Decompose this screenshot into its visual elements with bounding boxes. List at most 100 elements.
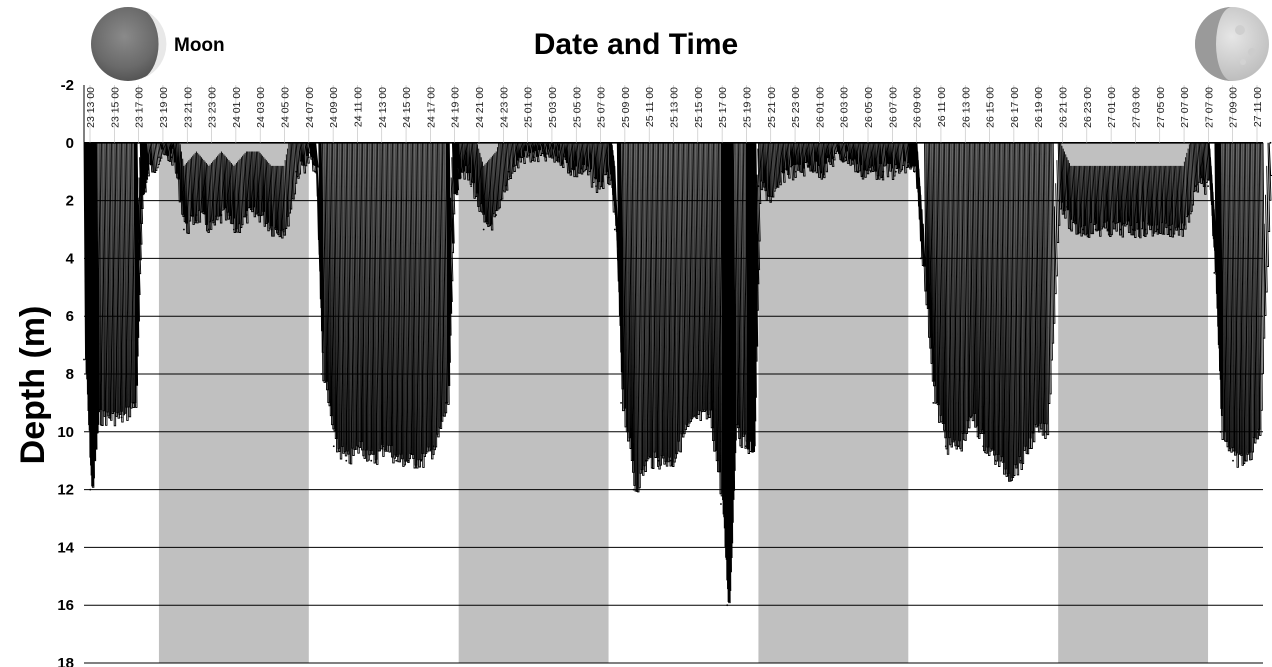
depth-point — [819, 170, 822, 173]
x-tick-label: 27 03 00 — [1130, 87, 1142, 128]
x-tick-label: 26 15 00 — [985, 87, 997, 128]
depth-point — [532, 156, 535, 159]
depth-point — [83, 358, 85, 361]
depth-point — [720, 503, 722, 505]
y-axis-label: Depth (m) — [14, 306, 52, 465]
depth-point — [1269, 141, 1272, 144]
y-tick-label: 12 — [57, 482, 74, 499]
depth-point — [195, 214, 198, 216]
x-tick-label: 25 01 00 — [523, 87, 535, 128]
waxing-crescent-moon-icon — [91, 7, 167, 81]
depth-point — [232, 228, 235, 231]
x-tick-label: 25 15 00 — [693, 87, 705, 128]
depth-point — [1232, 459, 1234, 462]
depth-point — [794, 170, 797, 173]
x-tick-label: 26 05 00 — [863, 87, 875, 128]
x-tick-label: 26 17 00 — [1009, 87, 1021, 128]
x-tick-label: 26 13 00 — [960, 87, 972, 128]
depth-point — [807, 165, 810, 167]
depth-point — [120, 416, 123, 419]
y-axis-tick-labels: -2 0 2 4 6 8 10 12 14 16 18 — [57, 77, 74, 667]
x-tick-label: 23 21 00 — [182, 87, 194, 128]
x-tick-label: 23 13 00 — [85, 87, 97, 128]
x-tick-label: 27 09 00 — [1228, 87, 1240, 128]
depth-point — [1069, 228, 1072, 231]
depth-point — [944, 445, 947, 448]
depth-point — [89, 488, 92, 491]
x-tick-label: 25 13 00 — [669, 87, 681, 128]
x-tick-label: 25 11 00 — [644, 87, 656, 127]
x-tick-label: 25 21 00 — [766, 87, 778, 128]
depth-point — [1207, 185, 1209, 188]
depth-point — [932, 402, 935, 404]
depth-point — [370, 459, 373, 462]
x-tick-label: 25 17 00 — [717, 87, 729, 128]
x-tick-label: 26 21 00 — [1058, 87, 1070, 128]
depth-point — [1257, 430, 1259, 433]
y-tick-label: 14 — [57, 539, 74, 556]
depth-point — [707, 416, 710, 419]
depth-point — [607, 176, 610, 179]
x-tick-label: 24 03 00 — [255, 87, 267, 128]
night-band-2 — [458, 142, 609, 664]
depth-point — [507, 170, 510, 173]
depth-point — [919, 257, 922, 260]
x-tick-label: 26 03 00 — [839, 87, 851, 128]
depth-point — [108, 416, 110, 419]
depth-point — [557, 156, 560, 159]
y-tick-label: 0 — [66, 135, 74, 152]
x-tick-label: 25 23 00 — [790, 87, 802, 128]
depth-point — [170, 156, 173, 159]
depth-point — [1119, 228, 1122, 231]
x-tick-label: 24 11 00 — [352, 87, 364, 127]
depth-point — [1032, 430, 1035, 433]
depth-point — [1144, 228, 1147, 231]
chart-title: Date and Time — [534, 28, 739, 61]
depth-point — [770, 199, 772, 202]
depth-point — [857, 170, 860, 173]
x-tick-label: 24 09 00 — [328, 87, 340, 128]
depth-point — [520, 156, 523, 159]
x-tick-label: 25 19 00 — [741, 87, 753, 128]
depth-point — [613, 228, 616, 231]
depth-point — [570, 170, 572, 173]
depth-point — [357, 445, 360, 448]
x-tick-label: 26 19 00 — [1033, 87, 1045, 128]
x-tick-label: 24 01 00 — [231, 87, 243, 128]
depth-point — [582, 170, 585, 173]
x-tick-label: 24 23 00 — [498, 87, 510, 128]
depth-point — [1182, 228, 1184, 231]
depth-point — [907, 165, 910, 167]
moon-label: Moon — [174, 35, 225, 56]
y-tick-label: 6 — [66, 308, 74, 325]
depth-point — [751, 445, 754, 448]
waxing-crescent-moon-icon — [1195, 7, 1269, 81]
x-axis-tick-labels: 23 13 00 23 15 00 23 17 00 23 19 00 23 21 00… — [85, 87, 1264, 128]
depth-point — [395, 459, 398, 462]
depth-point — [139, 199, 142, 202]
depth-point — [682, 430, 685, 433]
x-tick-label: 27 11 00 — [1252, 87, 1264, 127]
depth-point — [332, 445, 335, 448]
x-tick-label: 25 07 00 — [596, 87, 608, 128]
depth-point — [1094, 228, 1097, 231]
depth-point — [207, 228, 210, 231]
depth-point — [158, 156, 160, 159]
x-tick-label: 24 13 00 — [377, 87, 389, 128]
x-tick-label: 24 19 00 — [450, 87, 462, 128]
depth-point — [957, 445, 960, 448]
depth-point — [545, 156, 548, 159]
depth-point — [482, 228, 485, 231]
depth-point — [183, 228, 185, 231]
depth-point — [657, 459, 660, 462]
x-tick-label: 25 09 00 — [620, 87, 632, 128]
depth-point — [1213, 271, 1216, 274]
depth-point — [245, 214, 248, 216]
depth-point — [314, 170, 316, 173]
depth-point — [645, 459, 647, 462]
y-tick-label: 4 — [66, 250, 75, 267]
depth-point — [1082, 228, 1085, 231]
depth-point — [432, 445, 435, 448]
x-tick-label: 26 11 00 — [936, 87, 948, 127]
